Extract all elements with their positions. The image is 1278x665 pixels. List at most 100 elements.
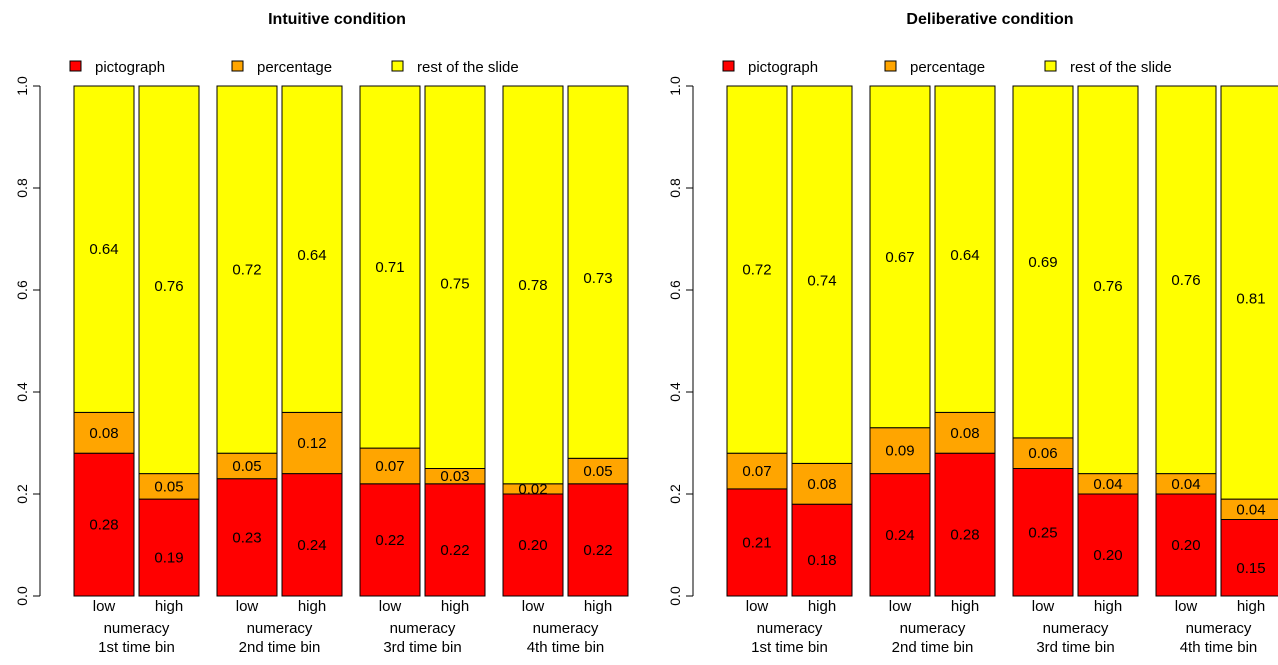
x-group-label-line2: 3rd time bin bbox=[1036, 639, 1114, 656]
bar-segment-rest bbox=[1155, 85, 1217, 475]
bar-value-label: 0.08 bbox=[89, 425, 118, 442]
bar-value-label: 0.22 bbox=[375, 532, 404, 549]
bar-segment-rest bbox=[138, 85, 200, 475]
x-tick-label: high bbox=[441, 598, 469, 615]
bar-value-label: 0.71 bbox=[375, 259, 404, 276]
legend-swatch-percentage bbox=[231, 60, 244, 72]
bar-segment-percentage bbox=[359, 447, 421, 485]
x-tick-label: high bbox=[155, 598, 183, 615]
bar-value-label: 0.20 bbox=[1093, 547, 1122, 564]
y-tick-label: 0.8 bbox=[667, 178, 683, 198]
y-tick-label: 0.2 bbox=[14, 484, 30, 504]
x-tick-label: low bbox=[746, 598, 769, 615]
x-tick-label: low bbox=[889, 598, 912, 615]
x-tick-label: low bbox=[379, 598, 402, 615]
x-group-label-line2: 4th time bin bbox=[527, 639, 605, 656]
bar-value-label: 0.64 bbox=[89, 241, 118, 258]
x-tick-label: low bbox=[522, 598, 545, 615]
y-tick-label: 0.6 bbox=[667, 280, 683, 300]
panel-2: Deliberative condition 0.0 0.2 0.4 0.6 0.8 1.0… bbox=[667, 11, 1278, 656]
y-tick-label: 0.6 bbox=[14, 280, 30, 300]
bar-segment-percentage bbox=[791, 462, 853, 505]
bar-segment-percentage bbox=[934, 411, 996, 454]
y-tick-label: 0.2 bbox=[667, 484, 683, 504]
chart-title: Deliberative condition bbox=[906, 11, 1073, 28]
bar-value-label: 0.07 bbox=[742, 463, 771, 480]
bar-value-label: 0.69 bbox=[1028, 254, 1057, 271]
x-group-label-line1: numeracy bbox=[1186, 620, 1252, 637]
bar-segment-pictograph bbox=[1012, 468, 1074, 597]
bar-value-label: 0.18 bbox=[807, 552, 836, 569]
legend-swatch-pictograph bbox=[69, 60, 82, 72]
y-tick-label: 0.4 bbox=[14, 382, 30, 402]
bar-segment-pictograph bbox=[216, 478, 278, 597]
x-group-label-line2: 2nd time bin bbox=[239, 639, 321, 656]
bar-value-label: 0.05 bbox=[232, 458, 261, 475]
bar-value-label: 0.04 bbox=[1171, 476, 1200, 493]
bar-segment-rest bbox=[1077, 85, 1139, 475]
x-group-label-line2: 4th time bin bbox=[1180, 639, 1258, 656]
bar-value-label: 0.24 bbox=[885, 527, 914, 544]
bar-value-label: 0.19 bbox=[154, 550, 183, 567]
bar-value-label: 0.08 bbox=[807, 476, 836, 493]
bar-segment-pictograph bbox=[1220, 519, 1278, 597]
bar-value-label: 0.08 bbox=[950, 425, 979, 442]
legend-label-percentage: percentage bbox=[910, 59, 985, 76]
bar-value-label: 0.76 bbox=[1093, 278, 1122, 295]
bar-value-label: 0.24 bbox=[297, 537, 326, 554]
bar-segment-pictograph bbox=[138, 498, 200, 597]
x-tick-label: high bbox=[808, 598, 836, 615]
bar-segment-pictograph bbox=[791, 503, 853, 597]
y-tick-label: 0.4 bbox=[667, 382, 683, 402]
bar-value-label: 0.64 bbox=[950, 247, 979, 264]
bar-segment-rest bbox=[73, 85, 135, 413]
legend-swatch-percentage bbox=[884, 60, 897, 72]
bar-value-label: 0.04 bbox=[1093, 476, 1122, 493]
x-group-label-line1: numeracy bbox=[533, 620, 599, 637]
bar-segment-percentage bbox=[726, 452, 788, 490]
x-group-label-line2: 2nd time bin bbox=[892, 639, 974, 656]
legend-label-pictograph: pictograph bbox=[748, 59, 818, 76]
bar-segment-rest bbox=[869, 85, 931, 429]
bar-segment-percentage bbox=[138, 473, 200, 500]
y-tick-label: 1.0 bbox=[14, 76, 30, 96]
y-tick-label: 1.0 bbox=[667, 76, 683, 96]
x-tick-label: high bbox=[951, 598, 979, 615]
x-tick-label: low bbox=[236, 598, 259, 615]
bar-segment-percentage bbox=[281, 411, 343, 475]
bar-value-label: 0.03 bbox=[440, 468, 469, 485]
bar-segment-pictograph bbox=[934, 452, 996, 597]
bar-value-label: 0.78 bbox=[518, 277, 547, 294]
legend-label-rest: rest of the slide bbox=[1070, 59, 1172, 76]
x-tick-label: low bbox=[1175, 598, 1198, 615]
bar-value-label: 0.20 bbox=[518, 537, 547, 554]
bar-value-label: 0.72 bbox=[742, 262, 771, 279]
legend-label-rest: rest of the slide bbox=[417, 59, 519, 76]
bar-value-label: 0.28 bbox=[89, 517, 118, 534]
bar-value-label: 0.22 bbox=[440, 542, 469, 559]
x-group-label-line2: 1st time bin bbox=[98, 639, 175, 656]
bar-segment-percentage bbox=[567, 457, 629, 485]
bar-value-label: 0.81 bbox=[1236, 291, 1265, 308]
bar-value-label: 0.64 bbox=[297, 247, 326, 264]
x-group-label-line1: numeracy bbox=[900, 620, 966, 637]
legend-swatch-rest bbox=[1044, 60, 1057, 72]
x-tick-label: high bbox=[1094, 598, 1122, 615]
bar-value-label: 0.76 bbox=[1171, 272, 1200, 289]
x-tick-label: low bbox=[93, 598, 116, 615]
bar-segment-rest bbox=[424, 85, 486, 469]
bar-segment-rest bbox=[791, 85, 853, 464]
bar-segment-rest bbox=[216, 85, 278, 454]
bar-value-label: 0.07 bbox=[375, 458, 404, 475]
bar-segment-rest bbox=[1220, 85, 1278, 500]
x-tick-label: low bbox=[1032, 598, 1055, 615]
bar-value-label: 0.67 bbox=[885, 249, 914, 266]
y-tick-label: 0.0 bbox=[14, 586, 30, 606]
y-tick-label: 0.0 bbox=[667, 586, 683, 606]
bar-segment-rest bbox=[726, 85, 788, 454]
x-group-label-line2: 1st time bin bbox=[751, 639, 828, 656]
bar-segment-percentage bbox=[1012, 437, 1074, 469]
bar-value-label: 0.21 bbox=[742, 534, 771, 551]
